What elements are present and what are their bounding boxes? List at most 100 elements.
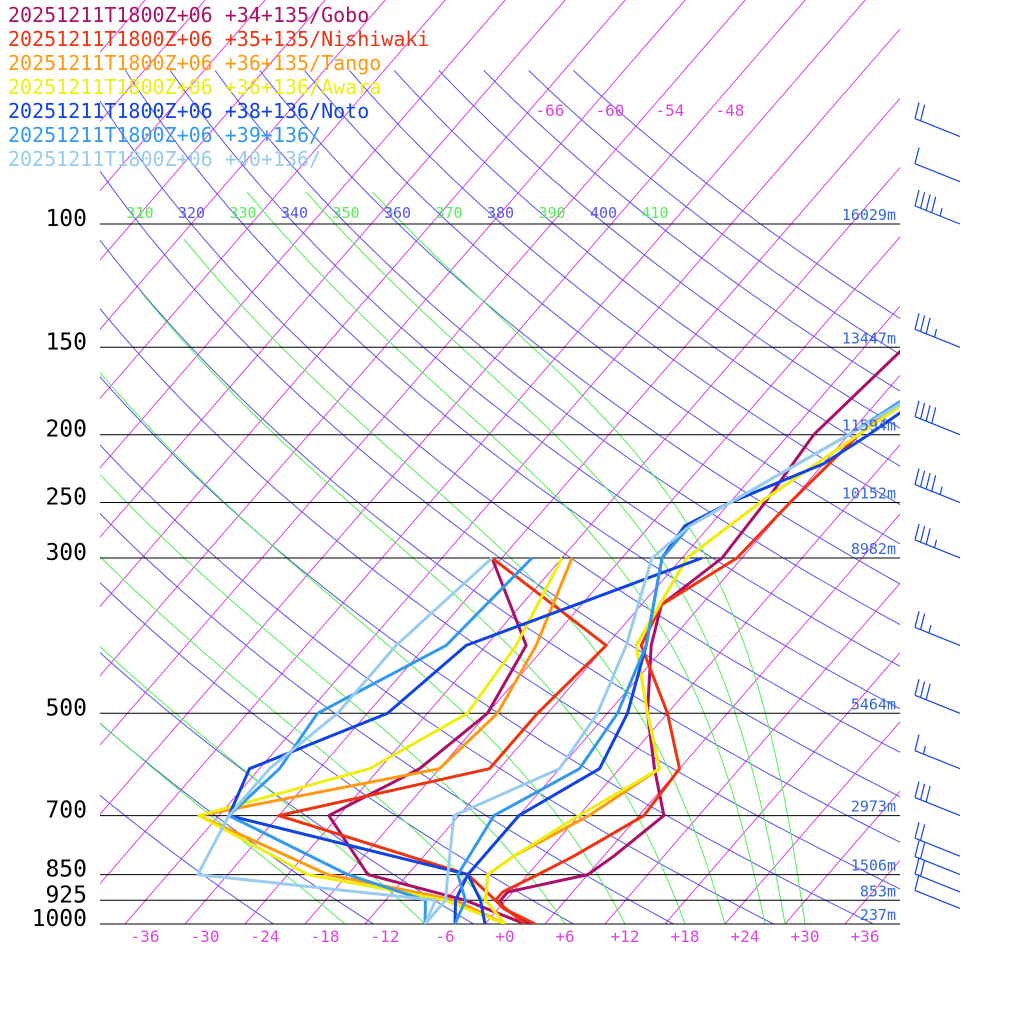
theta-label: 320 xyxy=(178,204,205,222)
wind-barb-flag xyxy=(914,400,920,417)
isotherm-line xyxy=(100,0,446,400)
wind-barb-flag xyxy=(931,407,937,424)
theta-e-line xyxy=(100,555,506,924)
wind-barb-staff xyxy=(914,750,961,770)
wind-barb-staff xyxy=(914,626,961,646)
wind-barb-half xyxy=(933,328,938,338)
wind-barb-staff xyxy=(914,328,961,348)
theta-line xyxy=(100,239,900,843)
temperature-profile xyxy=(499,349,900,924)
wind-barb-flag xyxy=(919,470,926,487)
wind-barb-staff xyxy=(914,484,961,504)
wind-barb xyxy=(914,400,961,436)
theta-label: 410 xyxy=(641,204,668,222)
wind-barb-flag xyxy=(914,781,920,798)
theta-label: 340 xyxy=(281,204,308,222)
theta-e-line xyxy=(140,291,686,924)
wind-barb-flag xyxy=(919,402,926,420)
sounding-profiles xyxy=(196,349,900,924)
theta-line xyxy=(100,100,900,753)
theta-line xyxy=(393,70,900,467)
height-label: 5464m xyxy=(851,695,896,713)
temperature-profile xyxy=(466,411,900,924)
wind-barb-flag xyxy=(914,189,920,207)
wind-barb-flag xyxy=(919,860,926,877)
wind-barb-flag xyxy=(914,468,920,485)
temperature-tick-label: +0 xyxy=(495,927,514,946)
isotherm-line xyxy=(844,859,900,924)
dewpoint-profile xyxy=(197,557,564,924)
isotherm-line xyxy=(124,28,900,924)
legend-entry: 20251211T1800Z+06 +39+136/ xyxy=(8,123,321,147)
isotherm-line xyxy=(100,0,326,261)
wind-barb-flag xyxy=(925,194,931,211)
wind-barb-half xyxy=(928,624,932,634)
legend: 20251211T1800Z+06 +34+135/Gobo20251211T1… xyxy=(8,3,429,171)
height-label: 237m xyxy=(860,906,896,924)
wind-barb-flag xyxy=(914,822,920,839)
isotherm-line xyxy=(100,0,686,677)
wind-barb-flag xyxy=(919,192,926,209)
legend-entry: 20251211T1800Z+06 +35+135/Nishiwaki xyxy=(8,27,429,51)
theta-line xyxy=(483,70,900,392)
wind-barb-flag xyxy=(914,840,920,857)
wind-barb-flag xyxy=(925,683,931,700)
temperature-profile xyxy=(453,399,900,924)
isotherm-line xyxy=(100,0,866,885)
temperature-profile xyxy=(494,401,900,924)
theta-line xyxy=(100,512,675,924)
temperature-tick-label: +30 xyxy=(791,927,820,946)
wind-barb-staff xyxy=(914,117,961,138)
height-label: 853m xyxy=(860,882,896,900)
temperature-tick-label: -30 xyxy=(191,927,220,946)
wind-barb-flag xyxy=(919,824,926,841)
theta-line xyxy=(100,444,775,924)
wind-barb-flag xyxy=(919,315,926,332)
isotherm-line xyxy=(184,97,900,924)
theta-line xyxy=(100,170,900,798)
theta-e-line xyxy=(100,371,626,924)
legend-entry: 20251211T1800Z+06 +38+136/Noto xyxy=(8,99,369,123)
wind-barb-staff xyxy=(914,539,961,559)
wind-barb-flag xyxy=(914,611,920,628)
theta-line xyxy=(528,70,900,355)
theta-label: 380 xyxy=(487,204,514,222)
theta-e-line xyxy=(372,191,806,924)
wind-barb xyxy=(914,734,961,770)
wind-barb-flag xyxy=(925,405,931,422)
pressure-label: 1000 xyxy=(32,906,87,932)
wind-barb xyxy=(914,313,961,348)
theta-line xyxy=(100,307,900,890)
isotherm-line xyxy=(905,0,1024,924)
theta-e-line xyxy=(100,473,566,924)
isotherm-line xyxy=(100,0,746,746)
pressure-label: 100 xyxy=(45,206,87,232)
temperature-tick-label: -12 xyxy=(371,927,400,946)
wind-barb-flag xyxy=(919,613,926,630)
wind-barb-flag xyxy=(919,842,926,859)
wind-barb xyxy=(914,468,961,504)
wind-barb-flag xyxy=(919,783,926,800)
wind-barb-staff xyxy=(914,837,961,857)
wind-barb-flag xyxy=(925,472,931,490)
theta-label: 370 xyxy=(435,204,462,222)
wind-barb xyxy=(914,781,961,817)
wind-barbs xyxy=(914,102,961,909)
isotherm-label: -48 xyxy=(715,101,744,120)
height-label: 16029m xyxy=(842,206,896,224)
wind-barb-flag xyxy=(914,523,920,541)
temperature-tick-label: -24 xyxy=(251,927,280,946)
theta-label: 350 xyxy=(332,204,359,222)
pressure-label: 700 xyxy=(45,798,87,824)
theta-line xyxy=(349,70,900,506)
temperature-tick-label: +18 xyxy=(671,927,700,946)
isotherm-line xyxy=(100,0,386,331)
pressure-label: 500 xyxy=(45,695,87,721)
isotherm-line xyxy=(100,0,506,469)
theta-line xyxy=(169,70,900,667)
pressure-label: 925 xyxy=(45,882,87,908)
pressure-label: 200 xyxy=(45,417,87,443)
temperature-tick-label: +36 xyxy=(851,927,880,946)
dewpoint-profile xyxy=(227,556,703,924)
